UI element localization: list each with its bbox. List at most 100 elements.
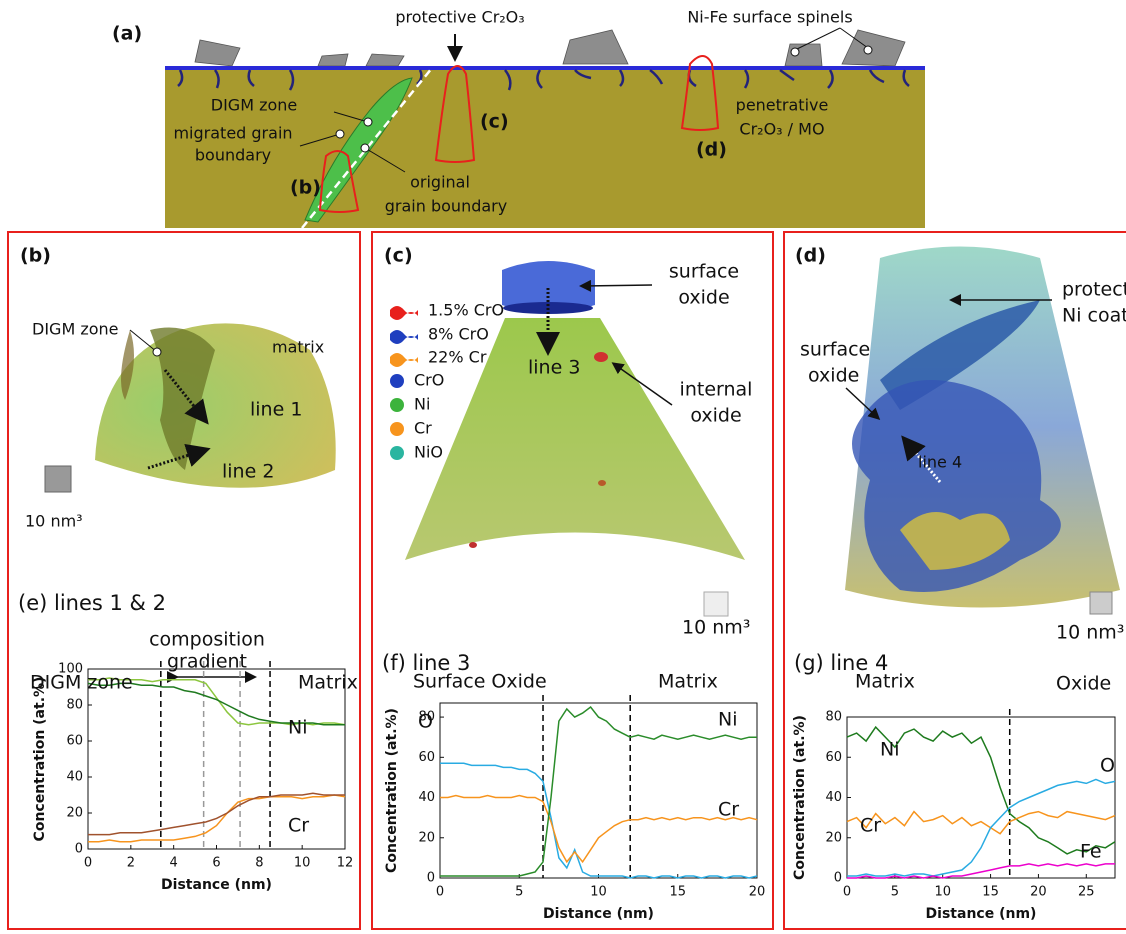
y-tick-label: 20 <box>825 830 842 845</box>
label: 10 nm³ <box>682 617 750 639</box>
series-label: Cr <box>860 815 881 837</box>
x-tick-label: 0 <box>84 856 92 871</box>
x-tick-label: 20 <box>1030 885 1047 900</box>
annotation: Ni <box>288 717 308 739</box>
internal-oxide <box>594 352 608 362</box>
label: Cr₂O₃ / MO <box>739 120 824 139</box>
pointer <box>361 144 369 152</box>
y-tick-label: 60 <box>66 734 83 749</box>
legend-dot <box>390 446 404 460</box>
x-tick-label: 5 <box>515 885 523 900</box>
label: line 2 <box>222 461 274 483</box>
label: oxide <box>808 365 859 387</box>
label: grain boundary <box>385 197 507 216</box>
y-tick-label: 40 <box>418 790 435 805</box>
chart-title: (e) lines 1 & 2 <box>18 591 166 615</box>
pointer <box>153 348 161 356</box>
label: protective <box>1062 279 1126 301</box>
legend-dot <box>390 374 404 388</box>
label: matrix <box>272 338 324 357</box>
scale-cube <box>1090 592 1112 614</box>
x-tick-label: 2 <box>127 856 135 871</box>
x-tick-label: 10 <box>294 856 311 871</box>
y-tick-label: 40 <box>825 790 842 805</box>
y-tick-label: 80 <box>825 710 842 725</box>
legend-label: NiO <box>414 443 443 462</box>
annotation: Matrix <box>855 671 915 693</box>
y-tick-label: 60 <box>825 750 842 765</box>
legend-swatch <box>390 330 418 344</box>
y-tick-label: 20 <box>418 830 435 845</box>
y-tick-label: 20 <box>66 806 83 821</box>
x-tick-label: 15 <box>982 885 999 900</box>
x-tick-label: 10 <box>934 885 951 900</box>
x-tick-label: 8 <box>255 856 263 871</box>
annotation: DIGM zone <box>30 672 133 694</box>
annotation: gradient <box>167 651 247 673</box>
legend-swatch <box>390 353 418 367</box>
panel-a: (a) protective Cr₂O₃ Ni-Fe surface spine… <box>112 8 925 229</box>
label: (b) <box>290 177 321 199</box>
series-line <box>440 707 757 876</box>
pointer <box>336 130 344 138</box>
series-label: Fe <box>1080 841 1102 863</box>
y-axis-title: Concentration (at.%) <box>792 715 808 880</box>
x-tick-label: 12 <box>337 856 354 871</box>
label: surface <box>800 339 870 361</box>
y-tick-label: 80 <box>66 698 83 713</box>
plot-frame <box>440 703 757 878</box>
label: DIGM zone <box>211 96 298 115</box>
label: DIGM zone <box>32 320 119 339</box>
legend-swatch <box>390 306 418 320</box>
label: internal <box>680 379 753 401</box>
pointer <box>791 48 799 56</box>
label: Ni-Fe surface spinels <box>687 8 852 27</box>
annotation: Matrix <box>298 672 358 694</box>
legend-dot <box>390 422 404 436</box>
panel-c: (c) surface oxide 1.5% CrO 8% CrO 22% Cr… <box>384 245 752 639</box>
alloy-matrix <box>165 68 925 228</box>
panel-label: (b) <box>20 245 51 267</box>
label: protective Cr₂O₃ <box>395 8 524 27</box>
arrow <box>582 285 652 286</box>
legend-label: 22% Cr <box>428 348 487 367</box>
figure: (a) protective Cr₂O₃ Ni-Fe surface spine… <box>0 0 1126 934</box>
label: Ni coating <box>1062 305 1126 327</box>
legend-label: Cr <box>414 419 432 438</box>
label: 10 nm³ <box>25 512 83 531</box>
panel-label: (d) <box>795 245 826 267</box>
series-label: O <box>418 711 433 733</box>
y-axis-title: Concentration (at.%) <box>384 708 400 873</box>
label: line 1 <box>250 399 302 421</box>
annotation: Surface Oxide <box>413 671 547 693</box>
label: line 4 <box>918 453 962 472</box>
label: oxide <box>678 287 729 309</box>
x-axis-title: Distance (nm) <box>161 877 272 893</box>
panel-b: (b) DIGM zone matrix line 1 line 2 10 nm… <box>20 245 336 531</box>
x-tick-label: 4 <box>170 856 178 871</box>
panel-label: (c) <box>384 245 413 267</box>
scale-cube <box>45 466 71 492</box>
series-line <box>440 763 757 878</box>
x-tick-label: 25 <box>1078 885 1095 900</box>
x-tick-label: 5 <box>891 885 899 900</box>
label: oxide <box>690 405 741 427</box>
legend-dot <box>390 398 404 412</box>
y-tick-label: 40 <box>66 770 83 785</box>
pointer <box>864 46 872 54</box>
y-axis-title: Concentration (at.%) <box>32 677 48 842</box>
label: (d) <box>696 139 727 161</box>
label: penetrative <box>736 96 829 115</box>
label: original <box>410 173 470 192</box>
annotation: Oxide <box>1056 673 1111 695</box>
y-tick-label: 0 <box>427 871 435 886</box>
x-axis-title: Distance (nm) <box>543 906 654 922</box>
series-line <box>847 812 1115 834</box>
series-line <box>847 779 1115 876</box>
x-tick-label: 10 <box>590 885 607 900</box>
y-tick-label: 0 <box>834 871 842 886</box>
series-label: Cr <box>718 799 739 821</box>
x-tick-label: 0 <box>436 885 444 900</box>
panel-label: (a) <box>112 23 142 45</box>
label: boundary <box>195 146 271 165</box>
